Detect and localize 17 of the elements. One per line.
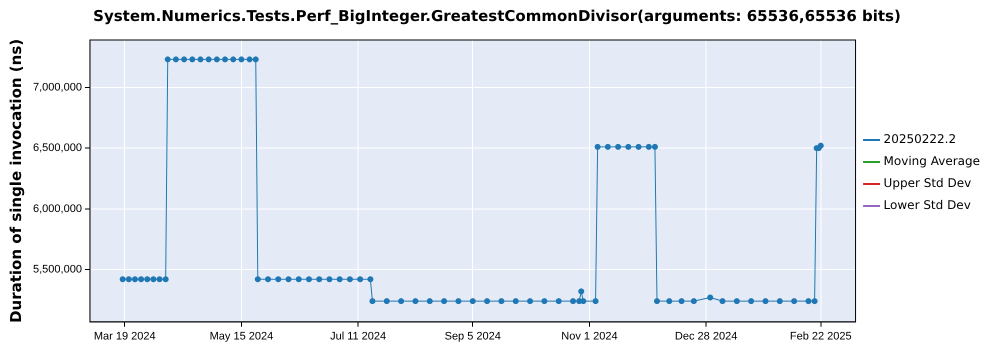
y-tick-label: 7,000,000 <box>33 81 82 94</box>
chart-title: System.Numerics.Tests.Perf_BigInteger.GreatestCommonDivisor(arguments: 65536,65536 bits) <box>93 6 901 25</box>
y-tick-label: 6,500,000 <box>33 142 82 154</box>
legend-label: Upper Std Dev <box>884 176 972 190</box>
y-tick-label: 6,000,000 <box>33 202 82 215</box>
legend-label: Moving Average <box>884 154 980 168</box>
x-tick-label: Nov 1 2024 <box>561 330 618 342</box>
x-tick-label: May 15 2024 <box>210 330 274 342</box>
legend-label: 20250222.2 <box>884 132 956 146</box>
x-tick-label: Mar 19 2024 <box>94 330 156 342</box>
x-tick-label: Feb 22 2025 <box>790 330 852 342</box>
x-tick-label: Jul 11 2024 <box>330 330 386 342</box>
legend-label: Lower Std Dev <box>884 198 971 212</box>
y-tick-label: 5,500,000 <box>33 264 82 276</box>
x-tick-label: Dec 28 2024 <box>674 330 738 342</box>
y-axis-title: Duration of single invocation (ns) <box>6 38 25 323</box>
x-tick-label: Sep 5 2024 <box>444 330 501 342</box>
